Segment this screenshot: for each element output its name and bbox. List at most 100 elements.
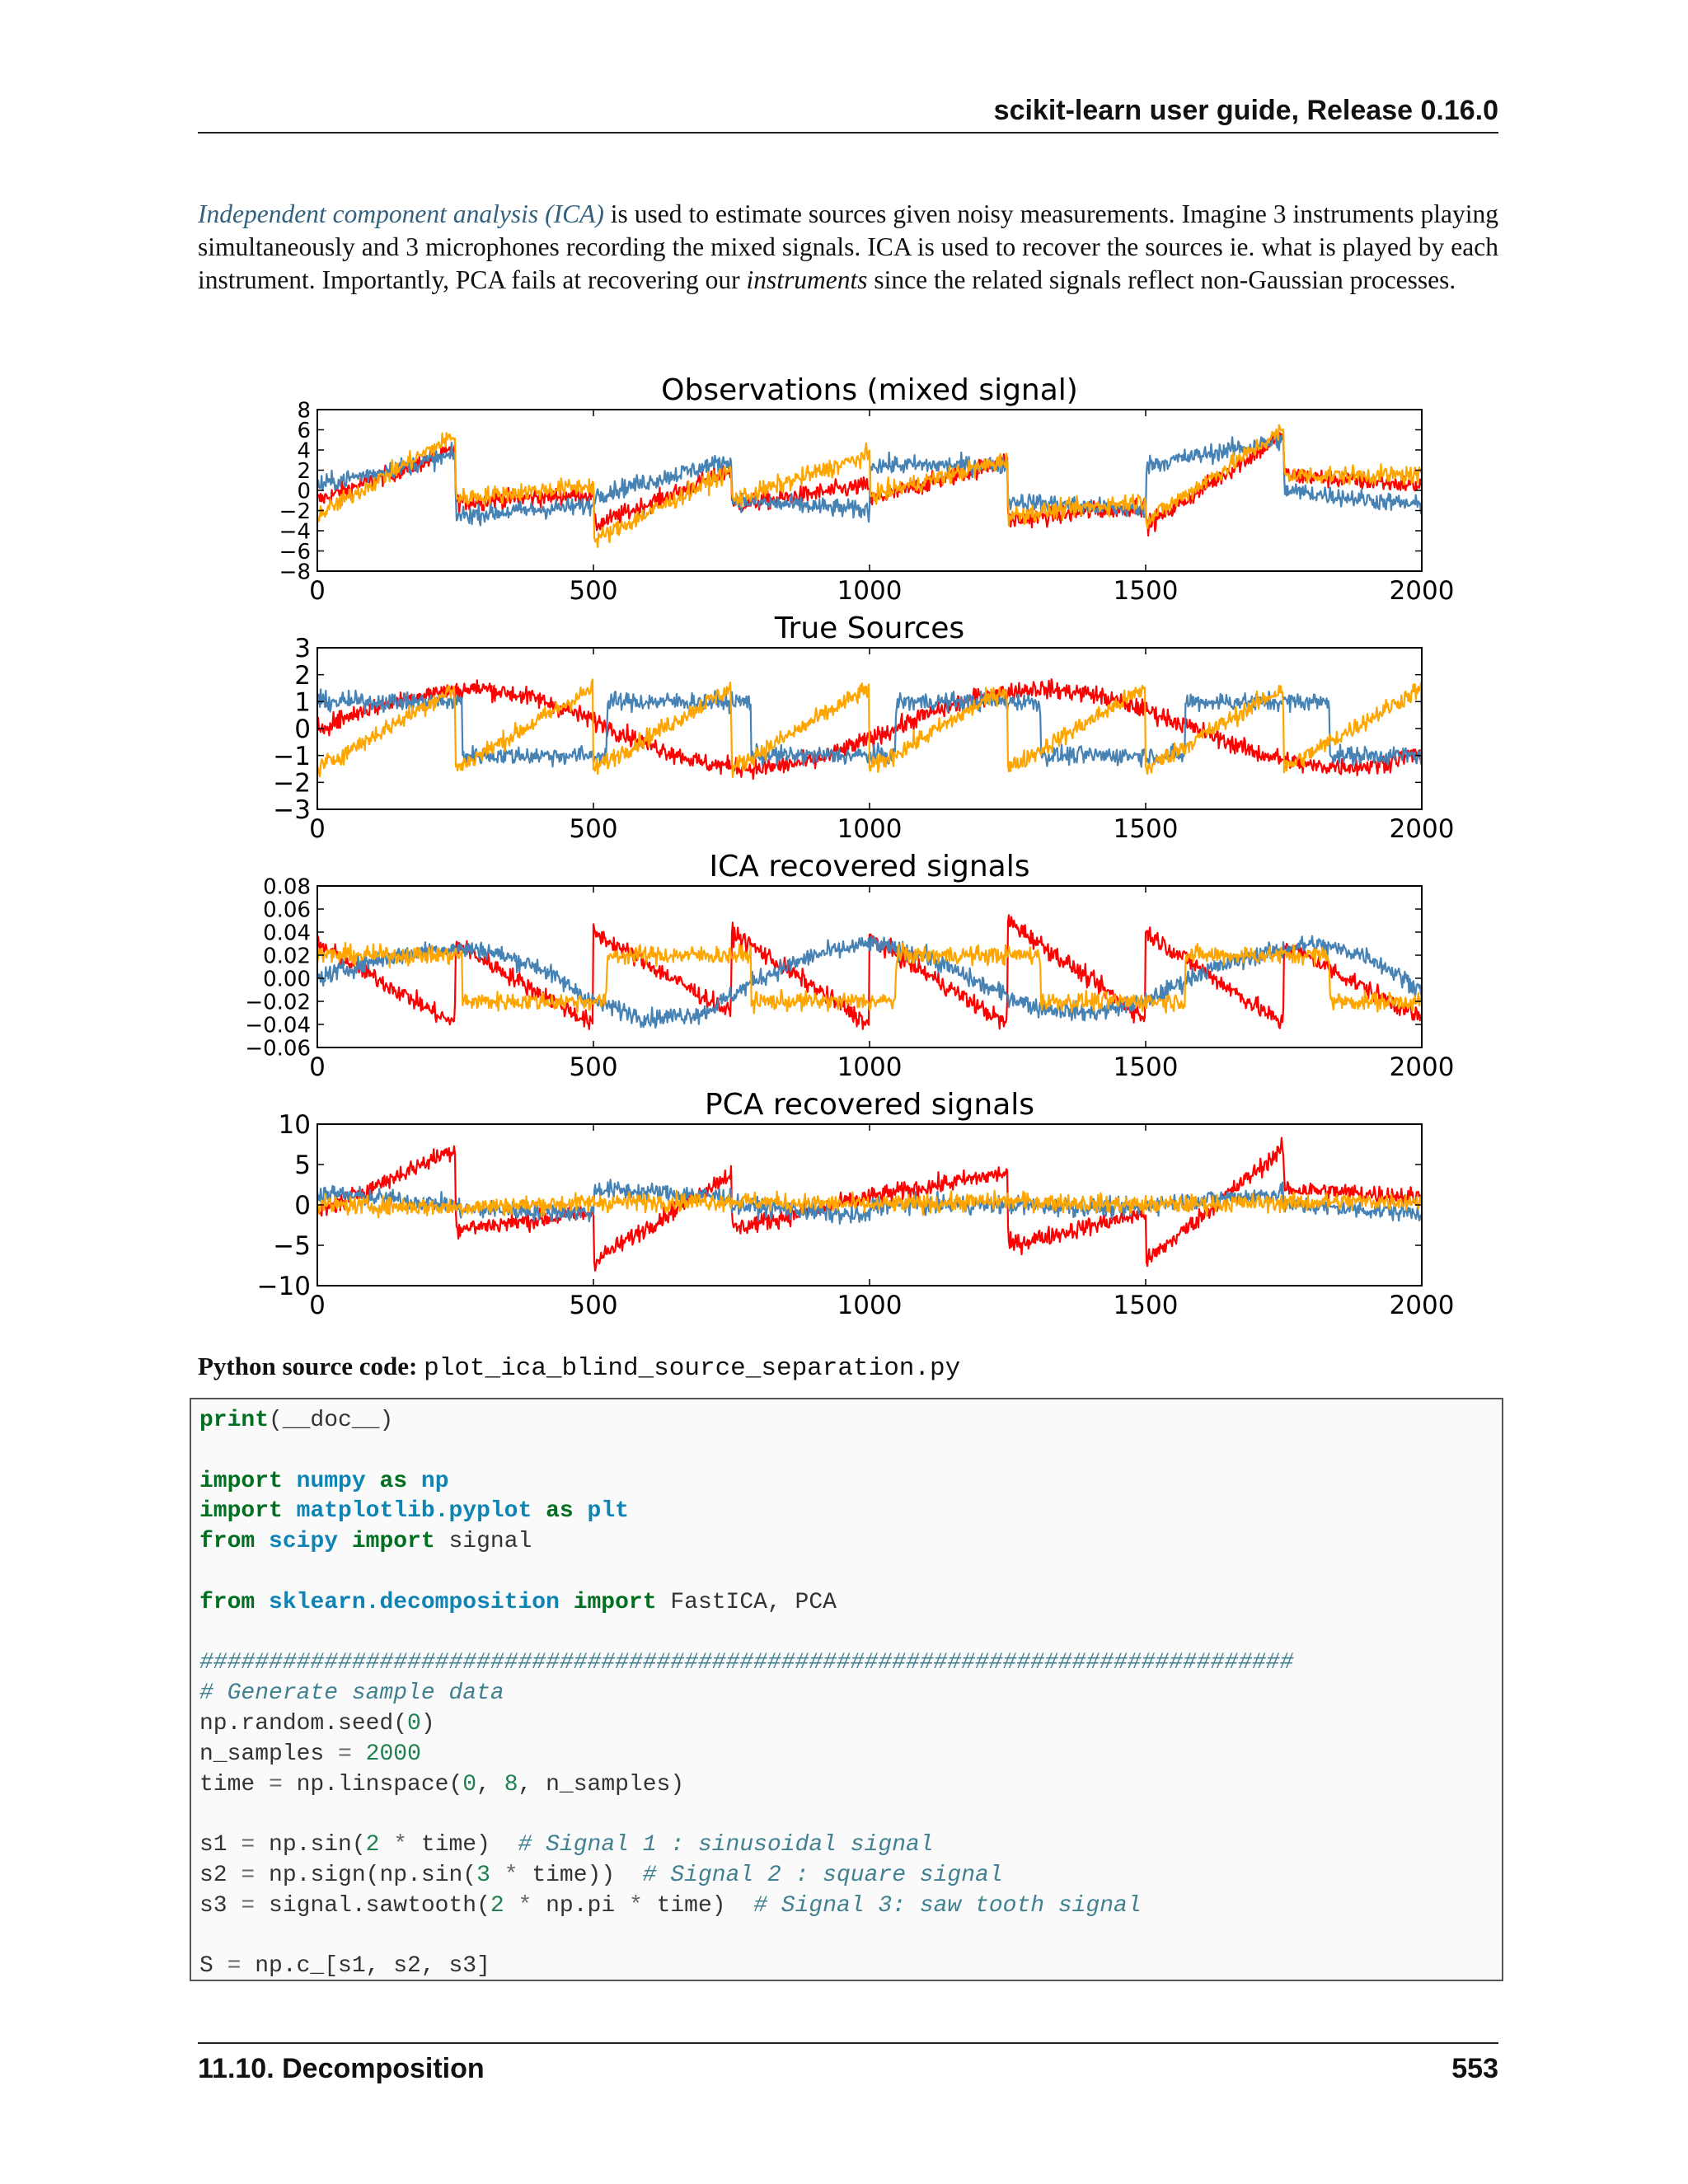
code-token: np.pi xyxy=(532,1892,629,1919)
y-tick-label: −0.06 xyxy=(245,1036,311,1061)
code-line: # Generate sample data xyxy=(199,1679,1293,1709)
chart-panel-3: ICA recovered signals 0 500 1000 1500 2000 0.0… xyxy=(245,850,1454,1082)
code-token: np xyxy=(420,1468,449,1494)
code-line xyxy=(199,1922,1293,1952)
code-token: s1 xyxy=(199,1832,241,1858)
y-tick-label: 0 xyxy=(294,1191,311,1221)
code-token: FastICA, PCA xyxy=(656,1589,837,1615)
code-line xyxy=(199,1619,1293,1649)
y-tick-label: −0.02 xyxy=(245,990,311,1015)
ica-link[interactable]: Independent component analysis (ICA) xyxy=(198,199,604,228)
code-token: 2000 xyxy=(365,1741,421,1767)
code-token: matplotlib.pyplot xyxy=(296,1498,532,1525)
code-token: = xyxy=(241,1892,256,1919)
chart-series-group xyxy=(317,678,1422,780)
x-tick-label: 1000 xyxy=(837,1291,903,1320)
y-tick-label: −4 xyxy=(279,519,311,544)
y-tick-label: −2 xyxy=(273,768,311,798)
code-token: np.sign(np.sin( xyxy=(255,1862,477,1888)
code-token xyxy=(352,1741,366,1767)
code-token: = xyxy=(227,1953,241,1980)
code-token: 3 xyxy=(476,1862,490,1888)
code-line: time = np.linspace(0, 8, n_samples) xyxy=(199,1770,1293,1801)
code-token: scipy xyxy=(269,1529,339,1555)
code-token: = xyxy=(269,1771,283,1797)
intro-emphasis: instruments xyxy=(746,265,868,294)
code-token: signal.sawtooth( xyxy=(255,1892,490,1919)
y-tick-label: 0.02 xyxy=(263,944,311,968)
code-token: * xyxy=(504,1862,518,1888)
code-token xyxy=(283,1469,297,1494)
code-token: 2 xyxy=(365,1832,380,1858)
code-token xyxy=(366,1469,380,1494)
header-rule xyxy=(198,132,1498,134)
code-token: , xyxy=(476,1771,504,1797)
code-token: n_samples xyxy=(199,1741,339,1767)
code-token: ) xyxy=(420,1710,435,1736)
x-tick-label: 0 xyxy=(309,1052,326,1082)
code-token: import xyxy=(573,1589,657,1615)
footer-section: 11.10. Decomposition xyxy=(198,2053,485,2084)
chart-title: True Sources xyxy=(774,612,964,645)
source-filename[interactable]: plot_ica_blind_source_separation.py xyxy=(424,1354,961,1383)
series-line-1 xyxy=(317,1137,1422,1272)
code-token xyxy=(255,1590,269,1615)
y-tick-label: 3 xyxy=(294,634,311,663)
y-tick-label: 8 xyxy=(297,398,311,423)
series-line-1 xyxy=(317,914,1422,1030)
code-token: S xyxy=(199,1953,227,1980)
y-tick-label: 1 xyxy=(294,687,311,717)
series-line-2 xyxy=(317,434,1422,527)
y-tick-label: 2 xyxy=(294,661,311,691)
code-token xyxy=(283,1498,297,1524)
code-token: sklearn.decomposition xyxy=(269,1589,560,1615)
code-token: import xyxy=(199,1468,283,1494)
x-tick-label: 1500 xyxy=(1114,814,1179,844)
chart-panel-1: Observations (mixed signal) 0 500 1000 1500 2… xyxy=(279,373,1455,606)
chart-panel-4: PCA recovered signals 0 500 1000 1500 2000 10 5… xyxy=(257,1088,1455,1320)
y-tick-label: −6 xyxy=(279,540,311,565)
code-token: import xyxy=(351,1529,435,1555)
code-token: * xyxy=(393,1832,408,1858)
series-line-2 xyxy=(317,1179,1422,1225)
code-token: = xyxy=(338,1741,352,1767)
code-token: 0 xyxy=(407,1710,421,1736)
figure-svg: Observations (mixed signal)0 500 1000 1500 2… xyxy=(245,373,1455,1320)
code-line: s2 = np.sign(np.sin(3 * time)) # Signal … xyxy=(199,1861,1293,1891)
chart-title: PCA recovered signals xyxy=(705,1088,1034,1122)
x-tick-label: 1500 xyxy=(1114,1291,1179,1320)
code-line: ########################################… xyxy=(199,1648,1293,1679)
code-token: (__doc__) xyxy=(269,1408,394,1433)
code-token: from xyxy=(199,1529,256,1555)
y-tick-label: 0 xyxy=(297,479,311,504)
intro-text-1: is used to estimate sources given noisy … xyxy=(198,199,1498,294)
code-line: s3 = signal.sawtooth(2 * np.pi * time) #… xyxy=(199,1891,1293,1922)
code-token xyxy=(574,1498,588,1524)
page-footer: 11.10. Decomposition 553 xyxy=(198,2050,1498,2087)
x-tick-label: 500 xyxy=(569,576,617,606)
code-token: from xyxy=(199,1589,256,1615)
y-tick-label: 2 xyxy=(297,459,311,484)
y-tick-label: −3 xyxy=(273,795,311,825)
ica-figure: Observations (mixed signal) 0 500 1000 1500 2… xyxy=(231,363,1467,1335)
code-token xyxy=(255,1529,269,1554)
x-tick-label: 2000 xyxy=(1390,814,1455,844)
code-token: time) xyxy=(642,1892,754,1919)
code-token: time xyxy=(199,1771,270,1797)
y-tick-label: −2 xyxy=(279,499,311,524)
x-tick-label: 2000 xyxy=(1390,1052,1455,1082)
code-line: np.random.seed(0) xyxy=(199,1709,1293,1740)
series-line-3 xyxy=(317,424,1422,549)
code-line: n_samples = 2000 xyxy=(199,1740,1293,1770)
page-number: 553 xyxy=(1451,2053,1498,2084)
intro-text-2: since the related signals reflect non-Ga… xyxy=(867,265,1456,294)
y-tick-label: −5 xyxy=(273,1231,311,1261)
code-token xyxy=(532,1498,546,1524)
y-tick-label: 6 xyxy=(297,419,311,443)
y-tick-label: −1 xyxy=(273,742,311,771)
code-token: np.random.seed( xyxy=(199,1710,408,1736)
code-token xyxy=(407,1469,421,1494)
series-line-3 xyxy=(317,678,1422,778)
